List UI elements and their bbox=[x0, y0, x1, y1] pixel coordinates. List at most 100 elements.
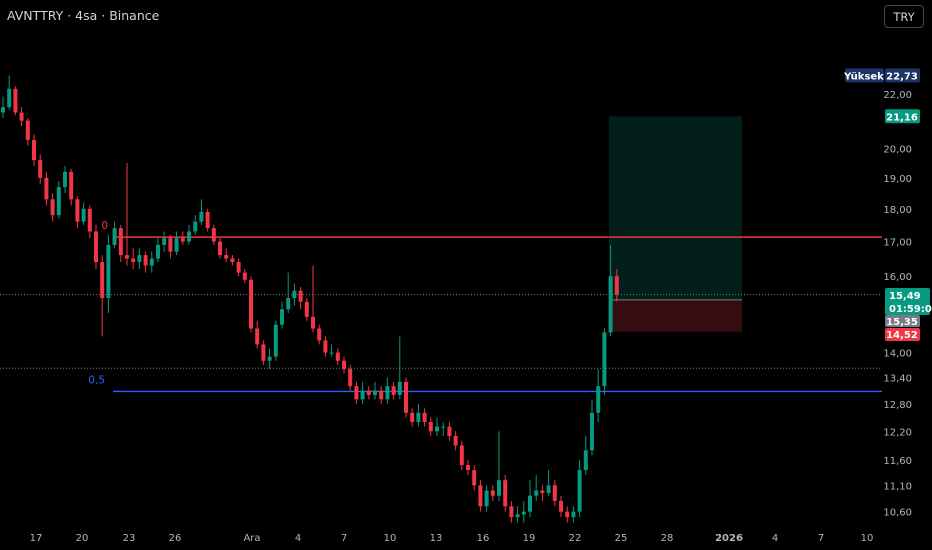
candle-body bbox=[19, 112, 24, 121]
candle-body bbox=[69, 171, 74, 200]
candle-countdown: 01:59:02 bbox=[889, 304, 932, 315]
time-tick: 16 bbox=[477, 533, 490, 544]
time-tick: 20 bbox=[76, 533, 89, 544]
candle-body bbox=[317, 328, 322, 341]
candle-body bbox=[428, 421, 433, 432]
price-tick: 17,00 bbox=[883, 237, 912, 248]
candle-body bbox=[267, 356, 272, 361]
price-tick: 22,00 bbox=[883, 90, 912, 101]
price-tick: 11,60 bbox=[883, 456, 912, 467]
candle-body bbox=[385, 386, 390, 400]
horizontal-lines: 00,5 bbox=[0, 220, 882, 393]
candle-body bbox=[602, 332, 607, 387]
last-price-value: 15,49 bbox=[889, 291, 921, 302]
candle-body bbox=[205, 211, 210, 229]
level-label: 0,5 bbox=[88, 374, 105, 386]
high-label-bg bbox=[885, 68, 920, 83]
candle-body bbox=[503, 480, 508, 507]
candle-body bbox=[273, 324, 278, 357]
candle-body bbox=[441, 426, 446, 428]
candle-body bbox=[410, 412, 415, 422]
candle-body bbox=[236, 262, 241, 273]
stop-value: 14,52 bbox=[886, 330, 918, 341]
time-tick: 4 bbox=[772, 533, 778, 544]
level-label: 0 bbox=[101, 220, 108, 232]
candle-body bbox=[13, 88, 18, 113]
price-tick: 20,00 bbox=[883, 145, 912, 156]
candle-body bbox=[546, 485, 551, 494]
symbol-title: AVNTTRY · 4sa · Binance bbox=[7, 8, 160, 23]
high-value: 22,73 bbox=[886, 71, 918, 82]
candle-body bbox=[187, 231, 191, 242]
time-tick: 28 bbox=[661, 533, 674, 544]
stop-zone[interactable] bbox=[609, 299, 742, 332]
time-tick: 4 bbox=[295, 533, 301, 544]
candle-body bbox=[397, 381, 402, 395]
price-tick: 10,60 bbox=[883, 508, 912, 519]
candle-body bbox=[156, 244, 160, 259]
candle-body bbox=[149, 258, 154, 266]
currency-button[interactable]: TRY bbox=[884, 5, 924, 28]
candle-body bbox=[63, 171, 67, 187]
candle-body bbox=[255, 328, 260, 345]
candle-body bbox=[472, 470, 477, 486]
candle-body bbox=[391, 386, 396, 395]
candle-body bbox=[168, 238, 173, 252]
candle-body bbox=[38, 160, 43, 178]
candle-body bbox=[583, 450, 588, 471]
candle-body bbox=[335, 352, 340, 361]
time-tick: Ara bbox=[243, 533, 260, 544]
candle-body bbox=[224, 255, 229, 259]
candle-body bbox=[25, 120, 30, 141]
price-tick: 12,20 bbox=[883, 427, 912, 438]
candle-body bbox=[112, 228, 117, 245]
time-axis: 17 20 23 26 Ara 4 7 10 13 16 19 22 25 28 2026 4 7 10 bbox=[30, 533, 874, 544]
candle-body bbox=[81, 208, 86, 222]
high-title: Yüksek bbox=[843, 71, 884, 82]
candle-body bbox=[106, 244, 111, 299]
candles bbox=[1, 75, 619, 523]
time-tick: 25 bbox=[615, 533, 628, 544]
candle-body bbox=[447, 426, 452, 436]
candle-body bbox=[348, 369, 353, 387]
candle-body bbox=[379, 390, 384, 400]
candle-body bbox=[540, 490, 545, 494]
candle-body bbox=[75, 199, 80, 222]
candle-body bbox=[416, 412, 421, 422]
time-tick: 10 bbox=[861, 533, 874, 544]
candle-body bbox=[1, 107, 5, 113]
price-axis: 22,00 20,00 19,00 18,00 17,00 16,00 14,00 13,40… bbox=[883, 90, 912, 519]
target-zone[interactable] bbox=[609, 116, 742, 300]
candle-body bbox=[552, 485, 557, 501]
candle-body bbox=[342, 360, 346, 370]
price-tick: 18,00 bbox=[883, 205, 912, 216]
candle-body bbox=[56, 186, 61, 216]
candle-body bbox=[125, 255, 129, 259]
candle-body bbox=[329, 352, 334, 354]
candle-body bbox=[577, 470, 582, 512]
time-tick: 2026 bbox=[715, 533, 743, 544]
candle-body bbox=[32, 140, 36, 161]
candle-body bbox=[162, 238, 167, 245]
high-title-bg bbox=[845, 68, 884, 83]
price-tick: 14,00 bbox=[883, 349, 912, 360]
long-position-tool bbox=[609, 116, 742, 332]
candle-body bbox=[199, 211, 204, 222]
candle-body bbox=[94, 231, 98, 263]
candle-body bbox=[143, 255, 148, 266]
candle-body bbox=[497, 480, 501, 496]
time-tick: 26 bbox=[169, 533, 182, 544]
candle-body bbox=[614, 276, 619, 295]
candle-body bbox=[50, 199, 55, 216]
candle-body bbox=[249, 279, 253, 329]
candle-body bbox=[211, 228, 216, 242]
candle-body bbox=[478, 485, 483, 507]
candle-body bbox=[100, 262, 105, 299]
candle-body bbox=[193, 221, 198, 232]
candle-body bbox=[180, 238, 185, 242]
entry-value: 15,35 bbox=[886, 317, 918, 328]
candle-body bbox=[261, 344, 266, 361]
candle-body bbox=[466, 465, 470, 471]
candle-body bbox=[242, 272, 247, 280]
